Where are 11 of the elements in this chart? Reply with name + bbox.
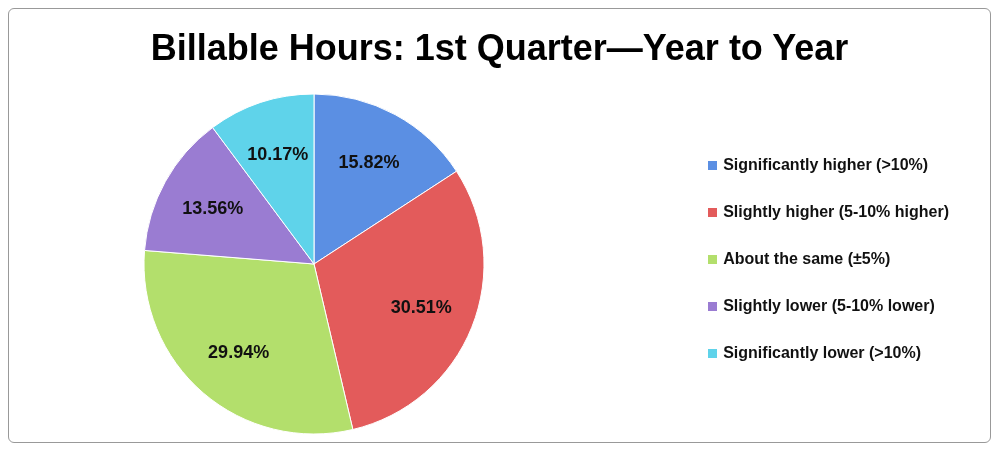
legend-label: Slightly higher (5-10% higher)	[723, 203, 949, 221]
legend-label: Slightly lower (5-10% lower)	[723, 297, 935, 315]
legend-label: About the same (±5%)	[723, 250, 891, 268]
data-label: 29.94%	[208, 341, 270, 362]
data-label: 13.56%	[182, 197, 244, 218]
data-label: 15.82%	[338, 152, 400, 173]
data-label: 10.17%	[247, 144, 309, 165]
legend-label: Significantly lower (>10%)	[723, 344, 922, 362]
chart-title: Billable Hours: 1st Quarter—Year to Year	[149, 27, 850, 70]
data-label: 30.51%	[390, 297, 452, 318]
legend-label: Significantly higher (>10%)	[723, 156, 929, 174]
